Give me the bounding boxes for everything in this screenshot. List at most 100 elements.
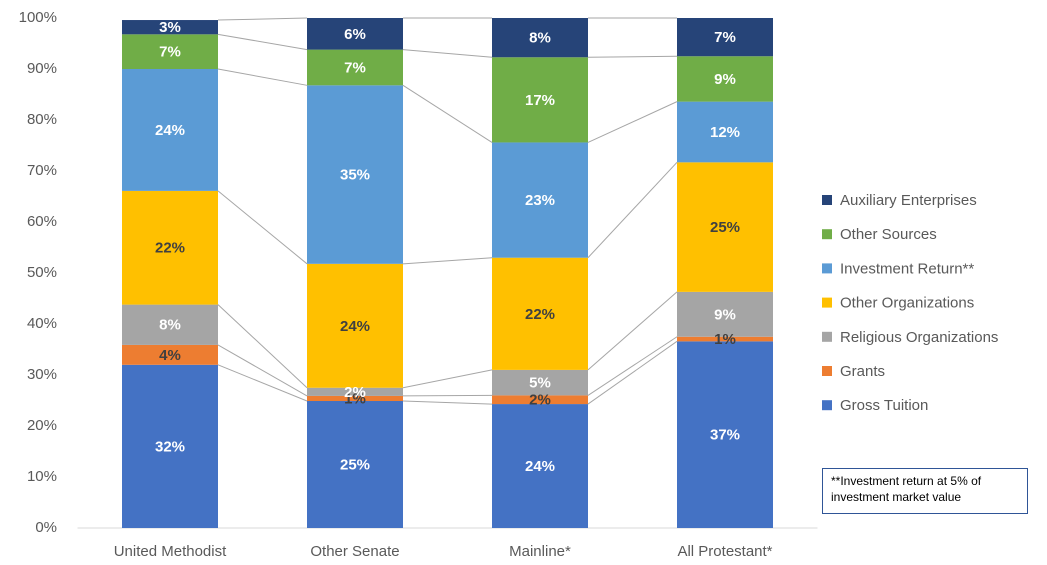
legend-label: Religious Organizations: [840, 329, 998, 346]
connector-line: [217, 17, 308, 21]
connector-line: [402, 84, 493, 143]
bar-segment: [677, 336, 773, 342]
value-label: 5%: [529, 375, 551, 392]
bar-segment: [492, 369, 588, 396]
x-tick-label: Other Senate: [310, 543, 399, 560]
legend-label: Other Organizations: [840, 295, 974, 312]
x-tick-label: Mainline*: [509, 543, 571, 560]
bar-segment: [122, 190, 218, 305]
bar-segment: [492, 18, 588, 58]
bar-segment: [492, 57, 588, 143]
value-label: 17%: [525, 92, 555, 109]
legend-label: Other Sources: [840, 226, 937, 243]
connector-line: [217, 33, 308, 51]
bar-segment: [677, 56, 773, 102]
y-tick-label: 80%: [27, 111, 57, 128]
value-label: 7%: [344, 59, 366, 76]
bar-segment: [307, 85, 403, 264]
legend-swatch: [822, 297, 832, 308]
connector-line: [402, 400, 493, 405]
connector-line: [402, 369, 493, 389]
connector-line: [217, 190, 308, 265]
connector-line: [402, 394, 493, 397]
value-label: 2%: [344, 384, 366, 401]
bar-segment: [307, 263, 403, 388]
legend-swatch: [822, 229, 832, 240]
bar-segment: [307, 18, 403, 50]
y-tick-label: 100%: [19, 9, 57, 26]
value-label: 32%: [155, 438, 185, 455]
bar-segment: [307, 387, 403, 396]
bar-segment: [122, 69, 218, 191]
legend-swatch: [822, 331, 832, 342]
value-label: 1%: [344, 390, 366, 407]
bar-segment: [307, 49, 403, 86]
y-tick-label: 0%: [35, 519, 57, 536]
bar-segment: [122, 364, 218, 528]
connector-line: [587, 101, 678, 143]
value-label: 25%: [340, 456, 370, 473]
y-tick-label: 70%: [27, 162, 57, 179]
value-label: 2%: [529, 392, 551, 409]
value-label: 9%: [714, 71, 736, 88]
legend-swatch: [822, 366, 832, 376]
bar-segment: [492, 404, 588, 528]
bar-segment: [677, 162, 773, 292]
legend-label: Auxiliary Enterprises: [840, 192, 977, 209]
connector-line: [587, 340, 678, 405]
x-tick-label: United Methodist: [114, 543, 227, 560]
bar-segment: [492, 142, 588, 258]
legend-swatch: [822, 400, 832, 411]
connector-line: [402, 49, 493, 58]
value-label: 12%: [710, 124, 740, 141]
bar-segment: [307, 395, 403, 402]
y-tick-label: 10%: [27, 468, 57, 485]
legend-label: Grants: [840, 363, 885, 380]
connector-line: [402, 257, 493, 265]
y-tick-label: 50%: [27, 264, 57, 281]
value-label: 24%: [155, 122, 185, 139]
connector-line: [587, 336, 678, 396]
bar-segment: [492, 257, 588, 370]
value-label: 22%: [155, 240, 185, 257]
value-label: 7%: [714, 29, 736, 46]
value-label: 35%: [340, 167, 370, 184]
legend-label: Gross Tuition: [840, 397, 928, 414]
value-label: 8%: [529, 30, 551, 47]
bar-segment: [677, 341, 773, 528]
value-label: 23%: [525, 192, 555, 209]
bar-segment: [122, 304, 218, 345]
value-label: 4%: [159, 347, 181, 364]
value-label: 24%: [340, 318, 370, 335]
legend-swatch: [822, 263, 832, 274]
value-label: 24%: [525, 458, 555, 475]
value-label: 8%: [159, 317, 181, 334]
bar-segment: [677, 101, 773, 163]
bar-segment: [677, 291, 773, 337]
bar-segment: [492, 395, 588, 405]
bar-segment: [122, 20, 218, 35]
y-tick-label: 90%: [27, 60, 57, 77]
legend-swatch: [822, 195, 832, 205]
bar-segment: [677, 18, 773, 57]
connector-line: [217, 364, 308, 402]
value-label: 37%: [710, 427, 740, 444]
connector-line: [587, 55, 678, 58]
connector-line: [587, 161, 678, 259]
value-label: 9%: [714, 306, 736, 323]
legend-label: Investment Return**: [840, 260, 974, 277]
connector-line: [217, 304, 308, 389]
value-label: 25%: [710, 219, 740, 236]
y-tick-label: 30%: [27, 366, 57, 383]
value-label: 7%: [159, 44, 181, 61]
y-tick-label: 60%: [27, 213, 57, 230]
x-tick-label: All Protestant*: [677, 543, 772, 560]
value-label: 3%: [159, 19, 181, 36]
value-label: 22%: [525, 306, 555, 323]
value-label: 6%: [344, 26, 366, 43]
connector-line: [217, 68, 308, 86]
connector-line: [217, 344, 308, 397]
value-label: 1%: [714, 331, 736, 348]
